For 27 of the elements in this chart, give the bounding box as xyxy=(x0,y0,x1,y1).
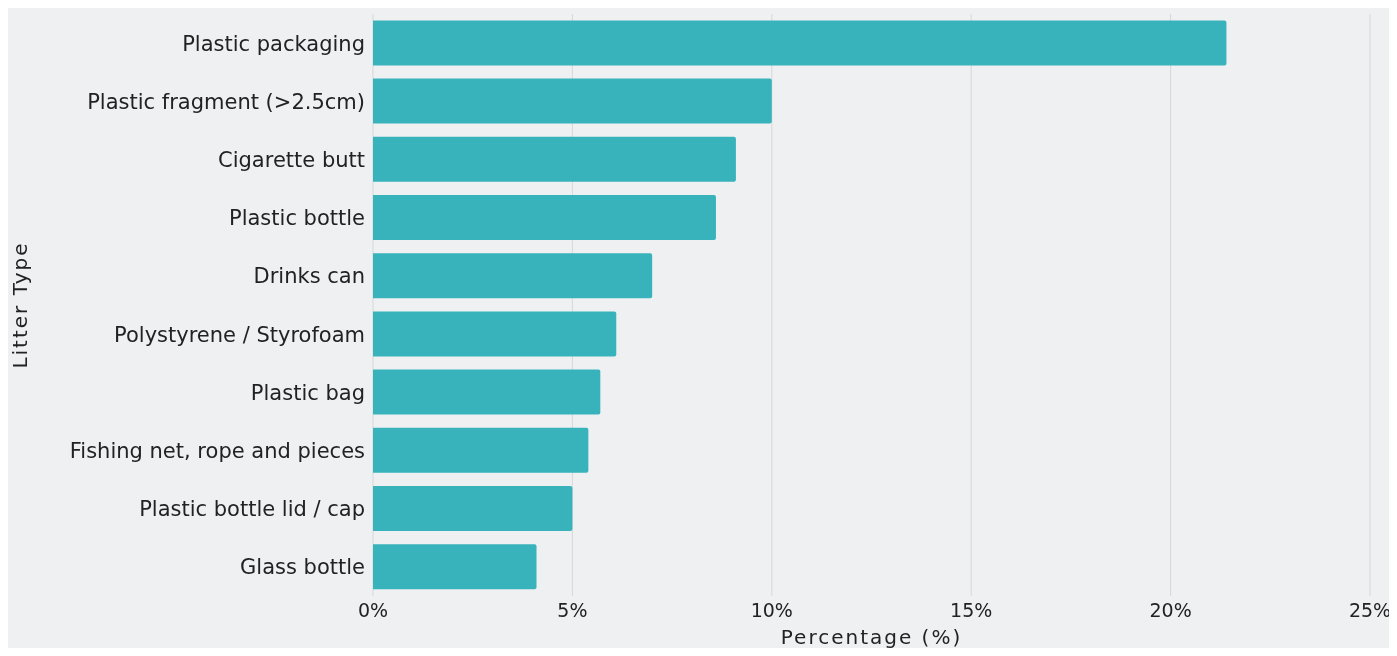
y-tick-label: Drinks can xyxy=(253,264,365,289)
y-tick-label: Plastic bag xyxy=(250,380,365,405)
x-axis-title: Percentage (%) xyxy=(780,625,963,649)
bar xyxy=(373,544,537,590)
y-axis-title: Litter Type xyxy=(8,241,33,369)
x-tick-label: 0% xyxy=(357,599,389,622)
x-tick-label: 20% xyxy=(1149,599,1192,622)
bar xyxy=(373,253,653,299)
x-tick-label: 5% xyxy=(557,599,588,622)
bar xyxy=(373,20,1227,66)
bar xyxy=(373,369,601,415)
bar xyxy=(373,427,589,473)
bar xyxy=(373,195,716,240)
y-tick-label: Glass bottle xyxy=(240,555,365,580)
bar xyxy=(373,136,736,182)
bar xyxy=(373,78,772,124)
y-tick-label: Fishing net, rope and pieces xyxy=(69,438,365,463)
y-tick-label: Plastic bottle lid / cap xyxy=(139,497,365,522)
y-tick-label: Cigarette butt xyxy=(218,147,365,172)
x-tick-label: 10% xyxy=(750,599,793,622)
bar xyxy=(373,311,617,357)
y-tick-label: Plastic fragment (>2.5cm) xyxy=(87,89,365,114)
y-tick-label: Plastic bottle xyxy=(229,206,365,231)
y-tick-label: Plastic packaging xyxy=(182,31,365,56)
x-tick-label: 15% xyxy=(950,599,993,622)
bar xyxy=(373,486,573,531)
y-tick-label: Polystyrene / Styrofoam xyxy=(114,322,365,347)
